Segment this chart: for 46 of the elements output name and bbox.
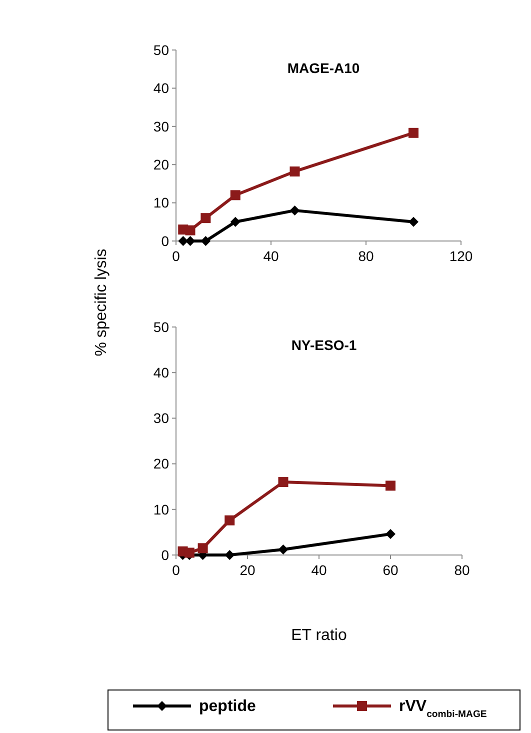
y-tick-label: 40 bbox=[153, 364, 170, 380]
point bbox=[230, 216, 240, 227]
point bbox=[230, 190, 240, 200]
y-tick-label: 50 bbox=[153, 318, 170, 335]
y-tick-label: 20 bbox=[153, 156, 170, 172]
point bbox=[185, 236, 196, 246]
x-axis-title: ET ratio bbox=[291, 627, 347, 644]
legend-label: rVV$_{combi-MAGE}$ bbox=[399, 698, 488, 720]
x-tick-label: 0 bbox=[172, 248, 180, 264]
point bbox=[386, 480, 396, 491]
x-tick-label: 60 bbox=[382, 562, 398, 578]
point bbox=[408, 216, 418, 227]
point bbox=[178, 236, 188, 246]
point bbox=[224, 515, 235, 526]
y-tick-label: 10 bbox=[153, 501, 170, 518]
point bbox=[185, 225, 196, 236]
y-tick-label: 0 bbox=[161, 546, 170, 563]
x-tick-label: 80 bbox=[358, 248, 374, 264]
legend-label: peptide bbox=[199, 698, 256, 715]
point bbox=[386, 529, 396, 540]
y-tick-label: 40 bbox=[153, 80, 170, 96]
y-tick-label: 30 bbox=[153, 118, 170, 134]
point bbox=[290, 205, 300, 216]
x-tick-label: 120 bbox=[449, 248, 473, 264]
x-tick-label: 40 bbox=[263, 248, 279, 264]
y-tick-label: 50 bbox=[153, 42, 170, 58]
text: NY-ESO-1 bbox=[291, 337, 357, 353]
point bbox=[184, 548, 194, 558]
point bbox=[224, 550, 235, 560]
point bbox=[200, 213, 211, 224]
y-tick-label: 0 bbox=[161, 232, 170, 249]
text: MAGE-A10 bbox=[287, 60, 360, 76]
point bbox=[200, 236, 211, 246]
x-tick-label: 40 bbox=[311, 562, 327, 578]
x-tick-label: 20 bbox=[240, 562, 256, 578]
y-tick-label: 10 bbox=[153, 194, 170, 211]
point bbox=[278, 477, 288, 488]
y-tick-label: 20 bbox=[153, 456, 170, 472]
point bbox=[278, 544, 288, 555]
point bbox=[290, 166, 300, 176]
y-axis-title: % specific lysis bbox=[93, 248, 110, 356]
x-tick-label: 0 bbox=[172, 562, 180, 578]
x-tick-label: 80 bbox=[454, 562, 470, 578]
point bbox=[408, 128, 418, 138]
y-tick-label: 30 bbox=[153, 410, 170, 426]
point bbox=[198, 543, 208, 554]
